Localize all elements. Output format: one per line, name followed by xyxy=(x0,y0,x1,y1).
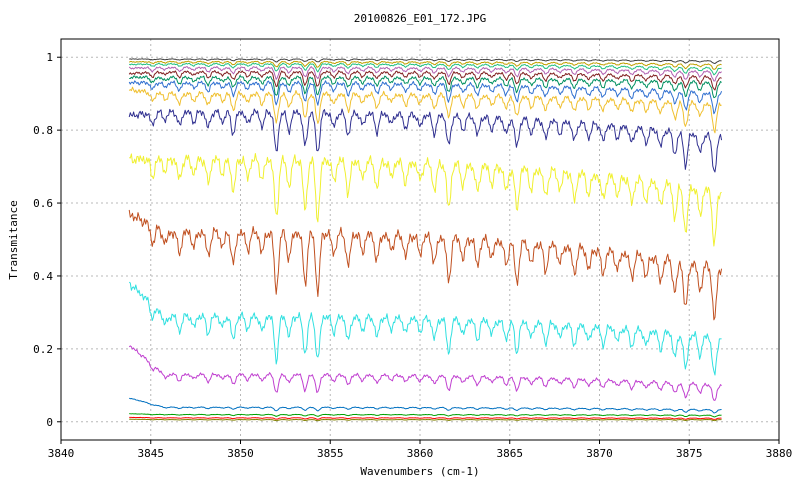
y-tick-label: 0.2 xyxy=(33,343,53,356)
series-line-14 xyxy=(128,66,722,82)
series-line-10 xyxy=(128,86,722,134)
series-line-3 xyxy=(129,413,722,418)
y-tick-label: 0.6 xyxy=(33,197,53,210)
grid xyxy=(61,39,779,440)
series-line-12 xyxy=(129,75,722,99)
series-line-11 xyxy=(128,80,723,115)
y-tick-label: 1 xyxy=(46,51,53,64)
series-line-8 xyxy=(129,152,722,247)
x-tick-label: 3850 xyxy=(227,447,254,460)
y-tick-label: 0.8 xyxy=(33,124,53,137)
series-line-15 xyxy=(128,62,722,76)
y-tick-label: 0 xyxy=(46,416,53,429)
x-tick-label: 3870 xyxy=(586,447,613,460)
x-tick-label: 3875 xyxy=(676,447,703,460)
y-tick-label: 0.4 xyxy=(33,270,53,283)
x-tick-label: 3865 xyxy=(497,447,524,460)
series-line-16 xyxy=(128,60,722,70)
series-lines xyxy=(128,58,723,422)
x-tick-label: 3855 xyxy=(317,447,344,460)
series-line-7 xyxy=(128,209,723,321)
series-line-2 xyxy=(129,418,722,422)
series-line-5 xyxy=(128,345,722,401)
x-tick-label: 3845 xyxy=(138,447,165,460)
axis-ticks: 3840 3845 3850 3855 3860 3865 3870 3875 3880 0 0.2… xyxy=(33,51,792,460)
x-axis-label: Wavenumbers (cm-1) xyxy=(360,465,479,478)
x-tick-label: 3880 xyxy=(766,447,793,460)
series-line-17 xyxy=(129,58,722,65)
y-axis-label: Transmitance xyxy=(7,200,20,279)
series-line-4 xyxy=(128,397,722,414)
x-tick-label: 3860 xyxy=(407,447,434,460)
chart-title: 20100826_E01_172.JPG xyxy=(354,12,486,25)
series-line-1 xyxy=(129,416,722,420)
series-line-13 xyxy=(128,70,722,91)
series-line-9 xyxy=(128,108,723,173)
x-tick-label: 3840 xyxy=(48,447,75,460)
series-line-6 xyxy=(128,281,722,376)
